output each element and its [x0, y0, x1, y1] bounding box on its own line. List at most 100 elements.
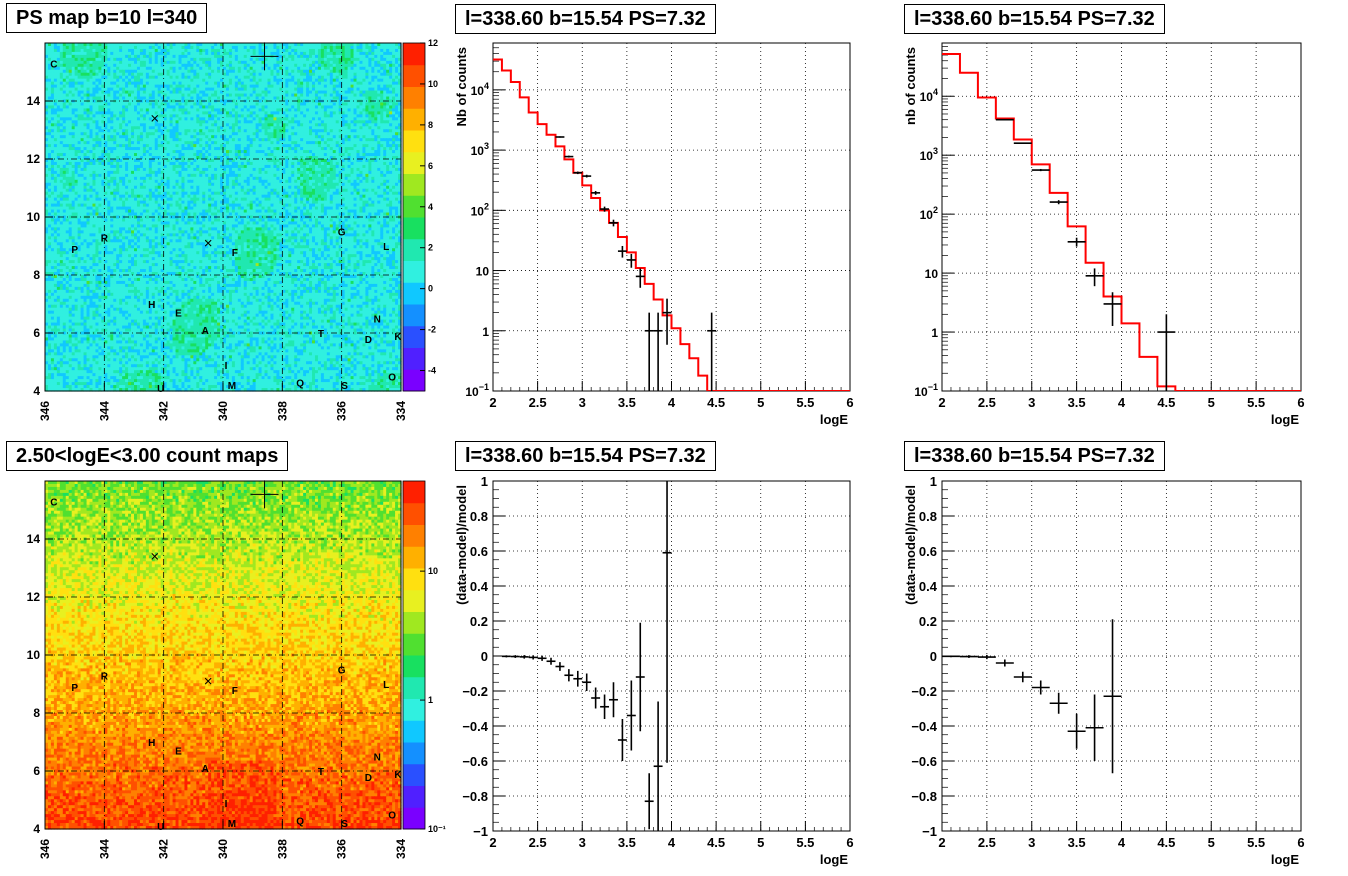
source-label: E [175, 309, 182, 320]
model-step-line [493, 59, 850, 391]
colorbar-swatch [403, 174, 425, 196]
colorbar-swatch [403, 742, 425, 764]
title-residual-coarse: l=338.60 b=15.54 PS=7.32 [904, 441, 1165, 471]
source-label: H [148, 738, 155, 749]
colorbar-tick-label: 1 [428, 695, 433, 705]
y-tick-label: 1 [482, 325, 489, 339]
data-point [627, 254, 636, 268]
residual-point [591, 688, 600, 709]
x-tick-label: 3 [1028, 835, 1035, 850]
y-tick-label: 0 [481, 649, 488, 664]
colorbar-swatch [403, 217, 425, 239]
data-point [555, 136, 564, 137]
y-tick-label: −0.4 [911, 719, 937, 734]
source-label: Q [296, 816, 304, 827]
x-tick-label: 342 [157, 401, 171, 421]
x-tick-label: 2 [489, 835, 496, 850]
source-label: U [157, 822, 164, 833]
x-tick-label: 336 [335, 839, 349, 859]
source-label: G [338, 666, 346, 677]
data-point [1014, 143, 1032, 144]
colorbar-tick-label: 8 [428, 120, 433, 130]
y-tick-label: 104 [920, 87, 938, 104]
source-label: P [71, 683, 78, 694]
colorbar-tick-label: 10 [428, 79, 438, 89]
source-label: O [388, 811, 396, 822]
y-tick-label: 103 [920, 146, 938, 163]
y-tick-label: 10 [27, 210, 41, 224]
y-tick-label: 8 [33, 706, 40, 720]
plot-area [502, 343, 672, 831]
colorbar-swatch [403, 655, 425, 677]
source-label: M [228, 381, 236, 392]
residual-point [654, 702, 663, 832]
y-tick-label: 0.8 [919, 509, 937, 524]
x-tick-label: 3 [579, 835, 586, 850]
data-point [1050, 200, 1068, 204]
colorbar-tick-label: 10 [428, 566, 438, 576]
chart-ps-map: 346 344 342 340 338 336 334468101214-4-2024681… [27, 38, 438, 421]
y-tick-label: 0.2 [470, 614, 488, 629]
x-axis-label: logE [1271, 852, 1299, 867]
source-label: N [374, 753, 381, 764]
source-label: T [318, 767, 324, 778]
chart-residual-fine: 2 2.5 3 3.5 4 4.5 5 5.5 6−1−0.8−0.6−0.4−0.200.20… [454, 343, 854, 867]
colorbar-swatch [403, 369, 425, 391]
colorbar-swatch [403, 786, 425, 808]
x-tick-label: 346 [38, 839, 52, 859]
source-label: G [338, 228, 346, 239]
x-tick-label: 4.5 [707, 395, 725, 410]
data-point [996, 119, 1014, 120]
x-tick-label: 3.5 [1068, 835, 1086, 850]
y-tick-label: 1 [931, 326, 938, 340]
colorbar-swatch [403, 807, 425, 829]
residual-point [573, 671, 582, 687]
colorbar-tick-label: 0 [428, 284, 433, 294]
y-tick-label: 12 [27, 590, 41, 604]
colorbar-swatch [403, 348, 425, 370]
source-label: R [101, 233, 109, 244]
data-point [591, 191, 600, 195]
x-tick-label: 2.5 [978, 395, 996, 410]
source-label: A [202, 764, 209, 775]
data-point [636, 268, 645, 287]
colorbar-swatch [403, 677, 425, 699]
x-tick-label: 340 [216, 401, 230, 421]
y-axis-label: (data-model)/model [454, 485, 469, 605]
data-point [1068, 238, 1086, 247]
colorbar-swatch [403, 503, 425, 525]
colorbar-tick-label: 12 [428, 38, 438, 48]
y-tick-label: 6 [33, 326, 40, 340]
source-label: K [394, 770, 402, 781]
x-tick-label: 334 [394, 839, 408, 859]
y-tick-label: 4 [33, 384, 40, 398]
x-tick-label: 344 [97, 401, 111, 421]
colorbar-swatch [403, 612, 425, 634]
x-tick-label: 334 [394, 401, 408, 421]
data-point [582, 175, 591, 178]
x-tick-label: 338 [275, 401, 289, 421]
colorbar-swatch [403, 633, 425, 655]
residual-point [1032, 681, 1050, 695]
colorbar-swatch [403, 43, 425, 65]
x-tick-label: 4 [668, 395, 676, 410]
source-label: C [50, 59, 57, 70]
colorbar-tick-label: 6 [428, 161, 433, 171]
x-tick-label: 2.5 [529, 835, 547, 850]
colorbar-swatch [403, 546, 425, 568]
source-label: F [232, 248, 238, 259]
y-tick-label: 0 [930, 649, 937, 664]
residual-point [618, 719, 627, 761]
x-tick-label: 2 [938, 395, 945, 410]
residual-point [609, 682, 618, 717]
source-label: F [232, 686, 238, 697]
y-tick-label: 14 [27, 532, 41, 546]
residual-point [547, 658, 556, 665]
source-label: S [341, 819, 348, 830]
data-point [1157, 314, 1175, 391]
y-tick-label: 1 [481, 474, 488, 489]
residual-point [502, 655, 511, 657]
y-axis-label: nb of counts [903, 47, 918, 125]
colorbar-swatch [403, 525, 425, 547]
y-axis-label: (data-model)/model [903, 485, 918, 605]
